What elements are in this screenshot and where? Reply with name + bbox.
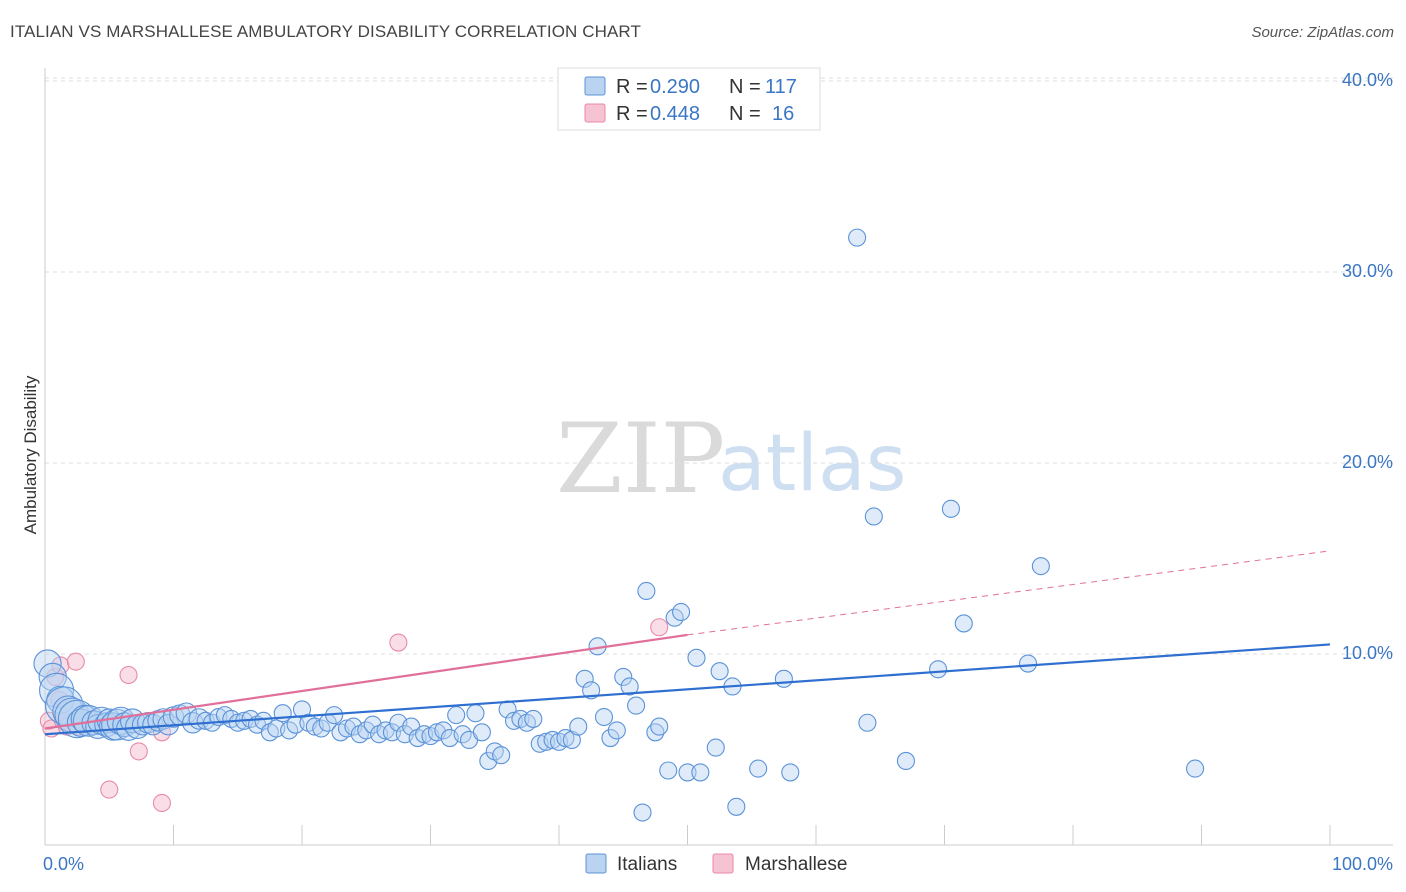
italians-point (749, 759, 768, 778)
marshallese-trend-extension (687, 550, 1331, 636)
marshallese-point (389, 633, 408, 652)
y-axis-label: Ambulatory Disability (21, 375, 40, 534)
legend-n-value-1: 117 (765, 76, 797, 98)
italians-point (1186, 759, 1205, 778)
legend-r-label-2: R = (616, 103, 648, 125)
legend-n-label-2: N = (729, 103, 761, 125)
y-tick-label: 20.0% (1342, 452, 1393, 472)
marshallese-point (100, 780, 119, 799)
italians-point (627, 696, 646, 715)
bottom-legend-swatch-italians (585, 853, 607, 874)
italians-point (620, 677, 639, 696)
italians-point (848, 228, 867, 247)
italians-point (466, 704, 485, 723)
italians-point (1031, 557, 1050, 576)
italians-point (706, 738, 725, 757)
italians-point (633, 803, 652, 822)
italians-point (472, 723, 491, 742)
italians-point (659, 761, 678, 780)
x-tick-label-min: 0.0% (43, 854, 84, 874)
italians-point (492, 746, 511, 765)
italians-point (781, 763, 800, 782)
italians-point (614, 667, 633, 686)
marshallese-point (129, 742, 148, 761)
y-tick-label: 30.0% (1342, 261, 1393, 281)
legend-r-value-2: 0.448 (650, 103, 700, 125)
italians-point (434, 721, 453, 740)
italians-point (569, 717, 588, 736)
italians-point (774, 669, 793, 688)
trend-lines (44, 550, 1331, 736)
marshallese-point (650, 618, 669, 637)
italians-point (929, 660, 948, 679)
legend-n-label-1: N = (729, 76, 761, 98)
italians-point (575, 669, 594, 688)
marshallese-point (152, 793, 171, 813)
bottom-legend-italians: Italians (617, 854, 677, 875)
tick-labels: 10.0% 20.0% 30.0% 40.0% 0.0% 100.0% (43, 70, 1393, 874)
italians-points (33, 228, 1205, 822)
watermark-atlas: atlas (718, 419, 907, 509)
italians-point (678, 763, 697, 782)
chart-title: ITALIAN VS MARSHALLESE AMBULATORY DISABI… (10, 22, 641, 41)
grid-lines (45, 77, 1393, 655)
italians-point (601, 728, 620, 748)
marshallese-point (119, 665, 138, 685)
italians-point (537, 732, 556, 751)
italians-point (556, 728, 575, 748)
y-tick-label: 10.0% (1342, 643, 1393, 663)
italians-point (941, 499, 960, 518)
marshallese-point (66, 652, 85, 671)
source-label: Source: ZipAtlas.com (1251, 24, 1394, 41)
italians-point (954, 614, 973, 633)
italians-point (691, 763, 710, 782)
x-tick-label-max: 100.0% (1332, 854, 1393, 874)
y-tick-label: 40.0% (1342, 70, 1393, 90)
italians-point (727, 797, 746, 816)
italians-point (710, 662, 729, 681)
watermark-zip: ZIP (556, 403, 725, 515)
italians-point (650, 717, 669, 736)
legend-r-label-1: R = (616, 76, 648, 98)
top-legend: R = 0.290 N = 117 R = 0.448 N = 16 (557, 67, 821, 131)
bottom-legend-swatch-marshallese (712, 853, 734, 874)
legend-r-value-1: 0.290 (650, 76, 700, 98)
italians-point (896, 751, 916, 771)
italians-point (864, 507, 883, 526)
marshallese-trend-line (44, 633, 688, 730)
italians-point (1018, 654, 1038, 673)
legend-n-value-2: 16 (772, 103, 794, 125)
italians-trend-line (44, 643, 1331, 736)
italians-point (582, 681, 601, 700)
italians-point (858, 713, 877, 732)
italians-point (637, 581, 656, 601)
legend-swatch-marshallese (584, 103, 606, 123)
italians-point (687, 648, 706, 667)
italians-point (607, 721, 626, 740)
italians-point (524, 709, 543, 728)
italians-point (594, 707, 614, 727)
bottom-legend-marshallese: Marshallese (745, 854, 847, 875)
bottom-legend: Italians Marshallese (585, 853, 847, 875)
legend-swatch-italians (584, 76, 606, 96)
italians-point (672, 602, 691, 622)
italians-point (447, 706, 466, 725)
